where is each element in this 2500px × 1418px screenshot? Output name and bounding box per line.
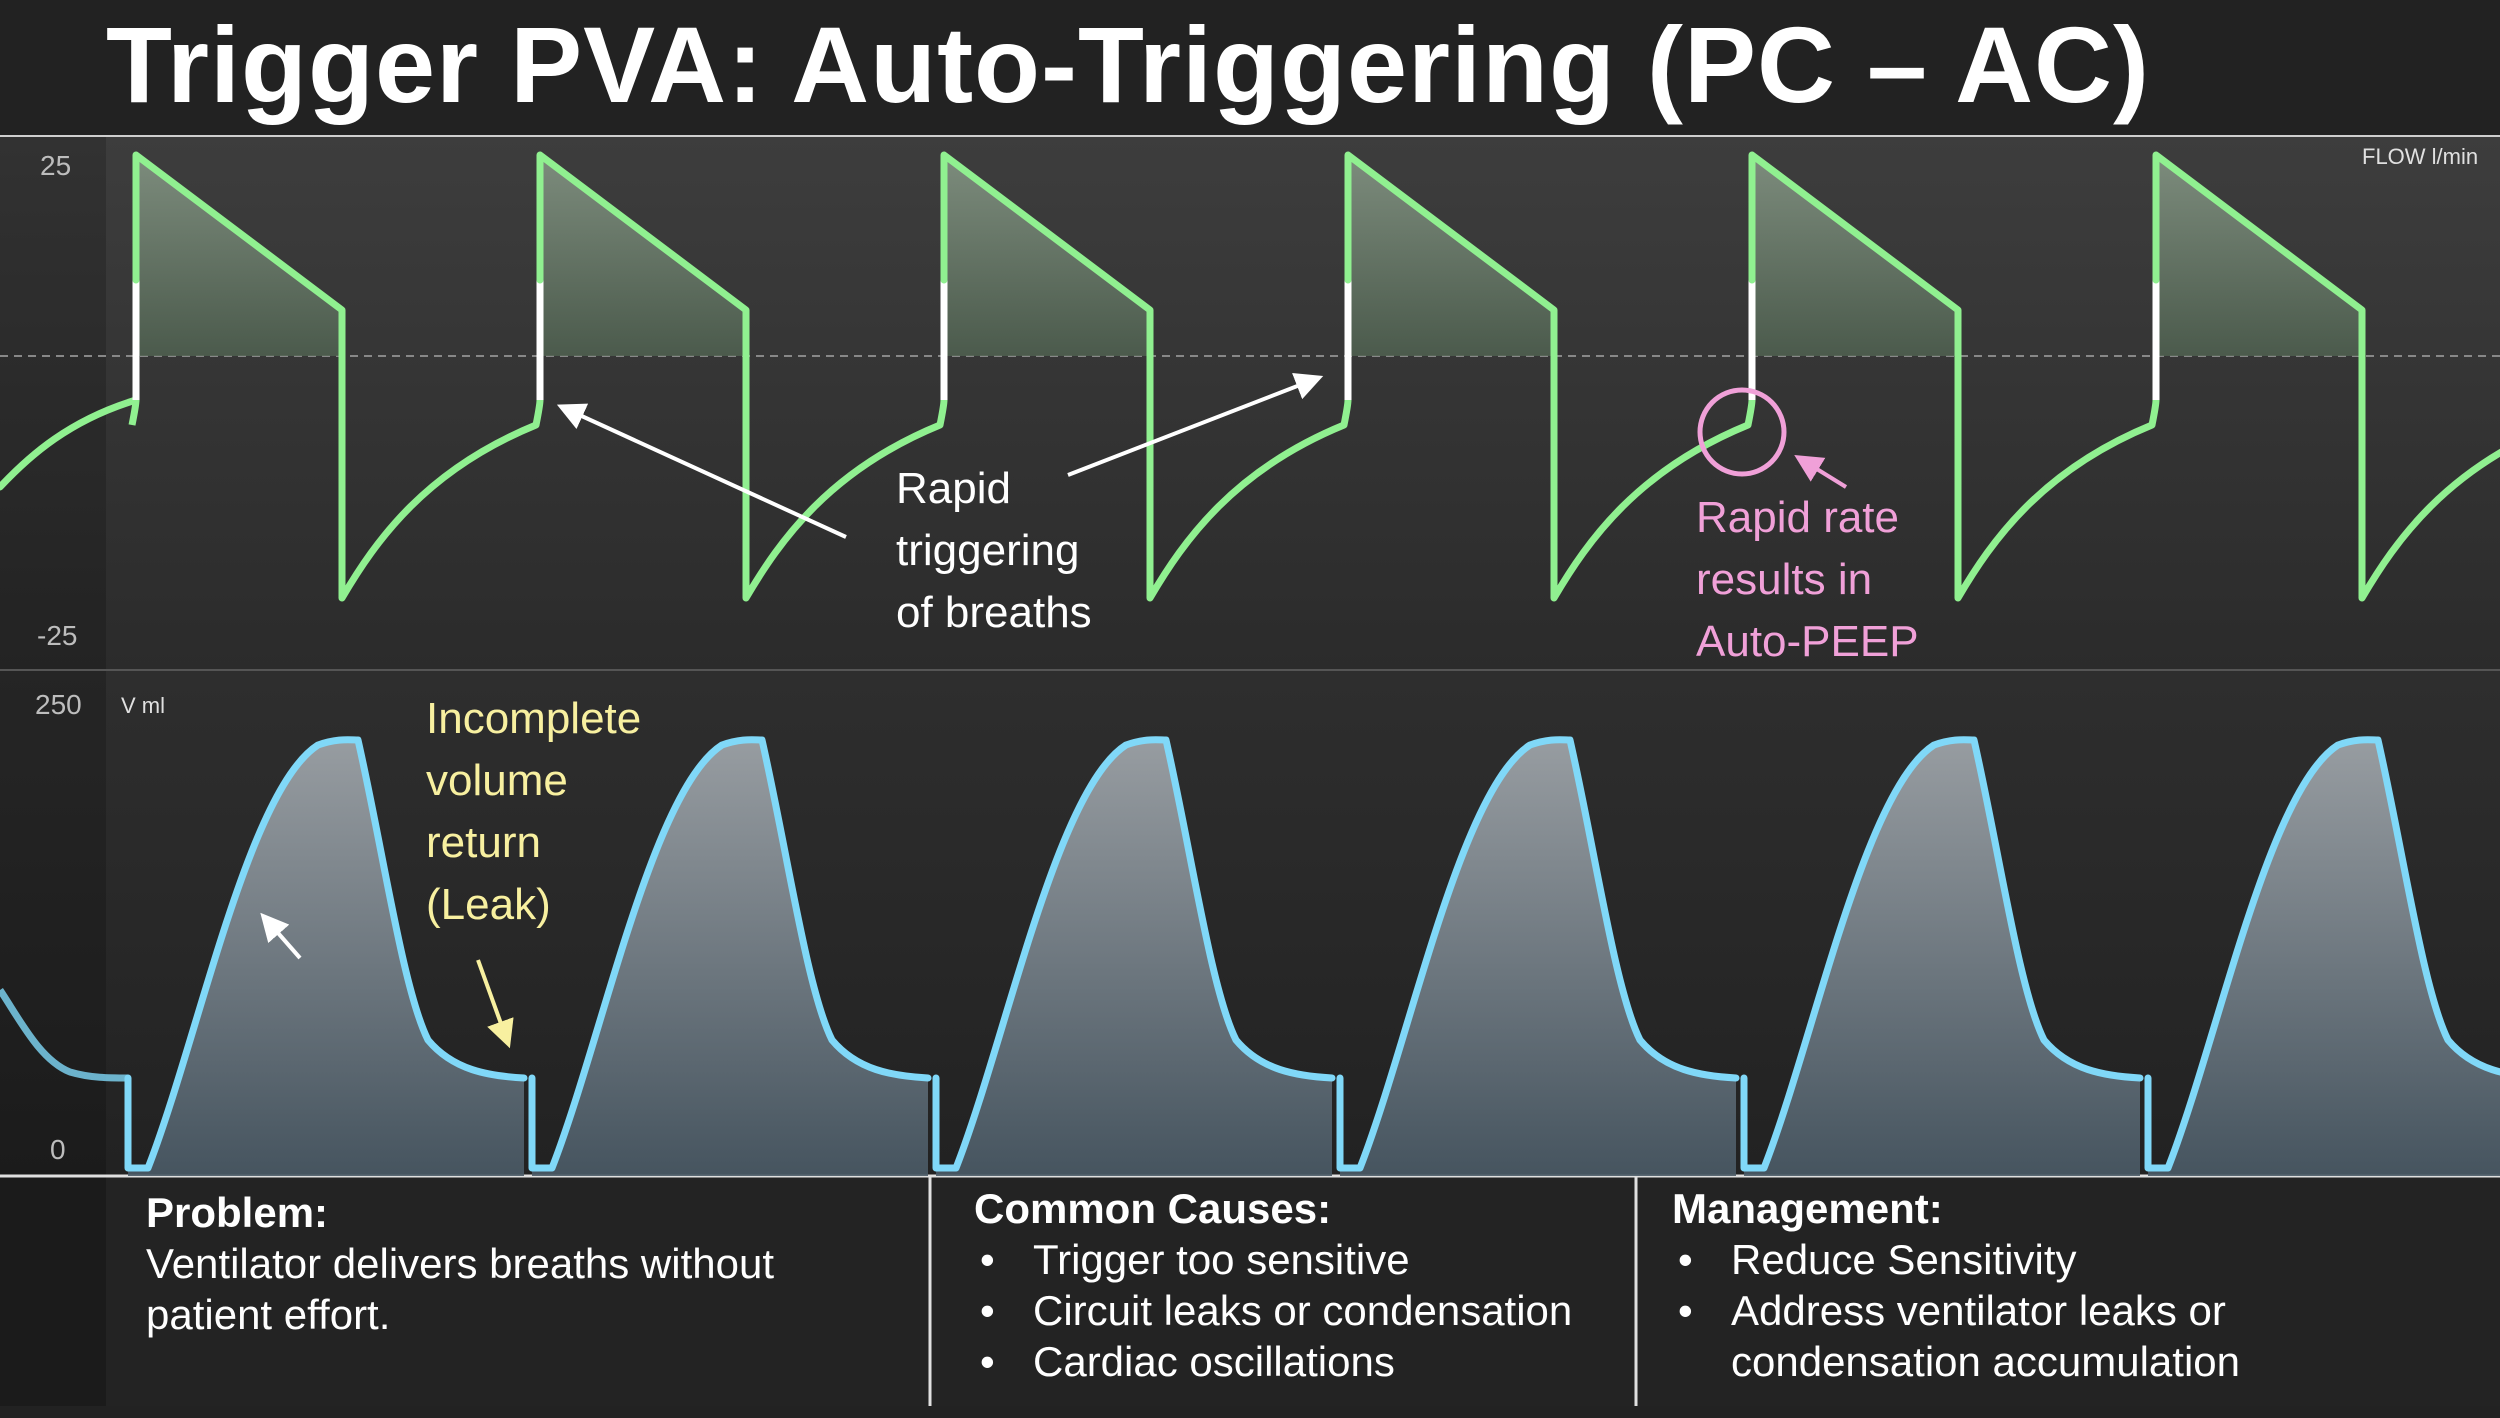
management-panel: Management: Reduce Sensitivity Address v… <box>1672 1176 2472 1414</box>
auto-peep-arrow <box>1794 455 1848 489</box>
flow-waveform <box>0 151 2500 602</box>
flow-y-min-label: -25 <box>37 620 78 651</box>
volume-y-max-label: 250 <box>35 689 82 720</box>
volume-tail <box>0 988 129 1082</box>
rapid-trigger-arrow-2 <box>1067 373 1324 477</box>
note-line: Auto-PEEP <box>1696 617 1919 666</box>
causes-heading: Common Causes: <box>974 1185 1332 1232</box>
volume-area <box>1744 739 2140 1176</box>
note-line: of breaths <box>896 588 1092 637</box>
note-line: Rapid rate <box>1696 493 1900 542</box>
volume-breath <box>1336 736 1740 1172</box>
flow-area <box>540 155 746 356</box>
flow-y-max-label: 25 <box>40 150 72 181</box>
flow-area <box>136 155 342 356</box>
leak-arrow <box>476 959 514 1049</box>
volume-rise-arrow <box>260 912 302 960</box>
causes-panel: Common Causes: Trigger too sensitive Cir… <box>974 1176 1624 1414</box>
auto-peep-circle <box>1697 387 1787 477</box>
volume-breath <box>932 736 1336 1172</box>
flow-area <box>1348 155 1554 356</box>
flow-breath <box>1748 151 2156 602</box>
problem-text-line: patient effort. <box>146 1291 391 1338</box>
flow-joint <box>532 399 544 426</box>
list-item: Address ventilator leaks or <box>1672 1285 2472 1336</box>
list-item: Trigger too sensitive <box>974 1234 1624 1285</box>
list-item: condensation accumulation <box>1731 1338 2241 1385</box>
volume-unit-label: V ml <box>121 693 165 718</box>
leak-note: Incomplete volume return (Leak) <box>426 688 641 936</box>
flow-joint <box>1744 399 1756 426</box>
volume-breath <box>2144 736 2500 1172</box>
volume-breath <box>124 736 528 1172</box>
flow-breath <box>940 151 1348 602</box>
note-line: Rapid <box>896 464 1011 513</box>
volume-breath <box>1740 736 2144 1172</box>
volume-waveform <box>0 736 2500 1176</box>
left-gutter <box>0 136 106 1406</box>
volume-breath <box>528 736 932 1172</box>
note-line: (Leak) <box>426 880 551 929</box>
flow-breath <box>536 151 944 602</box>
problem-text-line: Ventilator delivers breaths without <box>146 1240 775 1287</box>
volume-area <box>128 739 524 1176</box>
note-line: volume <box>426 756 568 805</box>
note-line: Incomplete <box>426 694 642 743</box>
flow-joint <box>128 399 140 426</box>
flow-area <box>944 155 1150 356</box>
problem-heading: Problem: <box>146 1189 329 1236</box>
volume-y-min-label: 0 <box>50 1134 66 1165</box>
note-line: results in <box>1696 555 1873 604</box>
flow-joint <box>1340 399 1352 426</box>
rapid-triggering-note: Rapid triggering of breaths <box>896 458 1092 644</box>
volume-area <box>532 739 928 1176</box>
volume-area <box>2148 739 2500 1176</box>
flow-tail <box>0 396 140 491</box>
volume-area <box>1340 739 1736 1176</box>
list-item: Circuit leaks or condensation <box>974 1285 1624 1336</box>
rapid-trigger-arrow-1 <box>556 403 847 539</box>
flow-unit-label: FLOW l/min <box>2362 144 2479 169</box>
flow-joint <box>936 399 948 426</box>
volume-area <box>936 739 1332 1176</box>
management-list: Reduce Sensitivity Address ventilator le… <box>1672 1234 2472 1387</box>
list-item: Cardiac oscillations <box>974 1336 1624 1387</box>
list-item: Reduce Sensitivity <box>1672 1234 2472 1285</box>
flow-breath <box>2152 151 2500 602</box>
slide-title: Trigger PVA: Auto-Triggering (PC – AC) <box>106 4 2151 125</box>
flow-breath <box>132 151 540 602</box>
management-heading: Management: <box>1672 1185 1943 1232</box>
auto-peep-note: Rapid rate results in Auto-PEEP <box>1696 487 1919 673</box>
note-line: return <box>426 818 541 867</box>
problem-panel: Problem: Ventilator delivers breaths wit… <box>146 1176 916 1418</box>
note-line: triggering <box>896 526 1080 575</box>
causes-list: Trigger too sensitive Circuit leaks or c… <box>974 1234 1624 1387</box>
flow-area <box>1752 155 1958 356</box>
flow-joint <box>2148 399 2160 426</box>
flow-area <box>2156 155 2362 356</box>
